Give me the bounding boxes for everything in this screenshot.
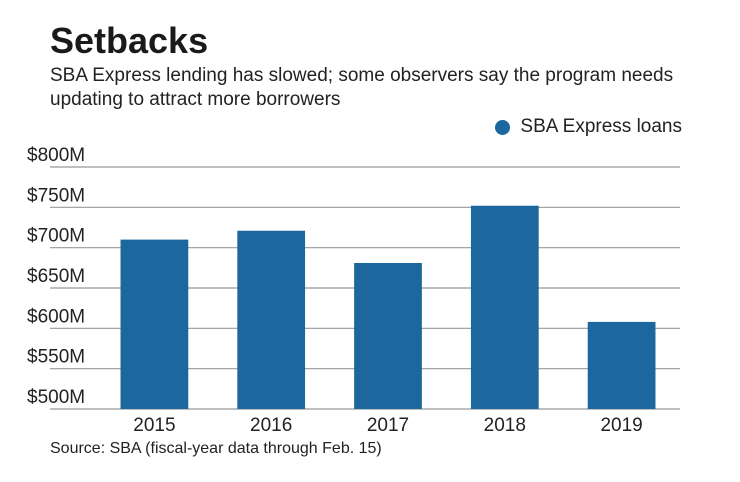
y-tick-label: $800M <box>27 145 85 166</box>
bar-2015 <box>120 239 189 409</box>
bar-2017 <box>354 262 422 409</box>
legend-marker <box>495 119 511 135</box>
x-tick-label: 2018 <box>484 415 526 436</box>
y-tick-label: $500M <box>27 387 85 408</box>
bar-2018 <box>470 205 539 409</box>
legend: SBA Express loans <box>495 116 682 138</box>
y-tick-label: $750M <box>27 185 85 206</box>
chart-subtitle: SBA Express lending has slowed; some obs… <box>50 65 674 110</box>
y-tick-label: $650M <box>27 266 85 287</box>
legend-label: SBA Express loans <box>520 116 682 137</box>
y-tick-label: $600M <box>27 306 85 327</box>
chart-title: Setbacks <box>50 20 209 61</box>
x-tick-label: 2019 <box>600 415 642 436</box>
source-note: Source: SBA (fiscal-year data through Fe… <box>50 440 382 457</box>
x-tick-label: 2017 <box>367 415 409 436</box>
bar-2019 <box>587 321 656 409</box>
y-tick-label: $700M <box>27 226 85 247</box>
y-tick-label: $550M <box>27 347 85 368</box>
x-tick-label: 2015 <box>133 415 175 436</box>
bar-2016 <box>237 230 306 409</box>
x-tick-label: 2016 <box>250 415 292 436</box>
